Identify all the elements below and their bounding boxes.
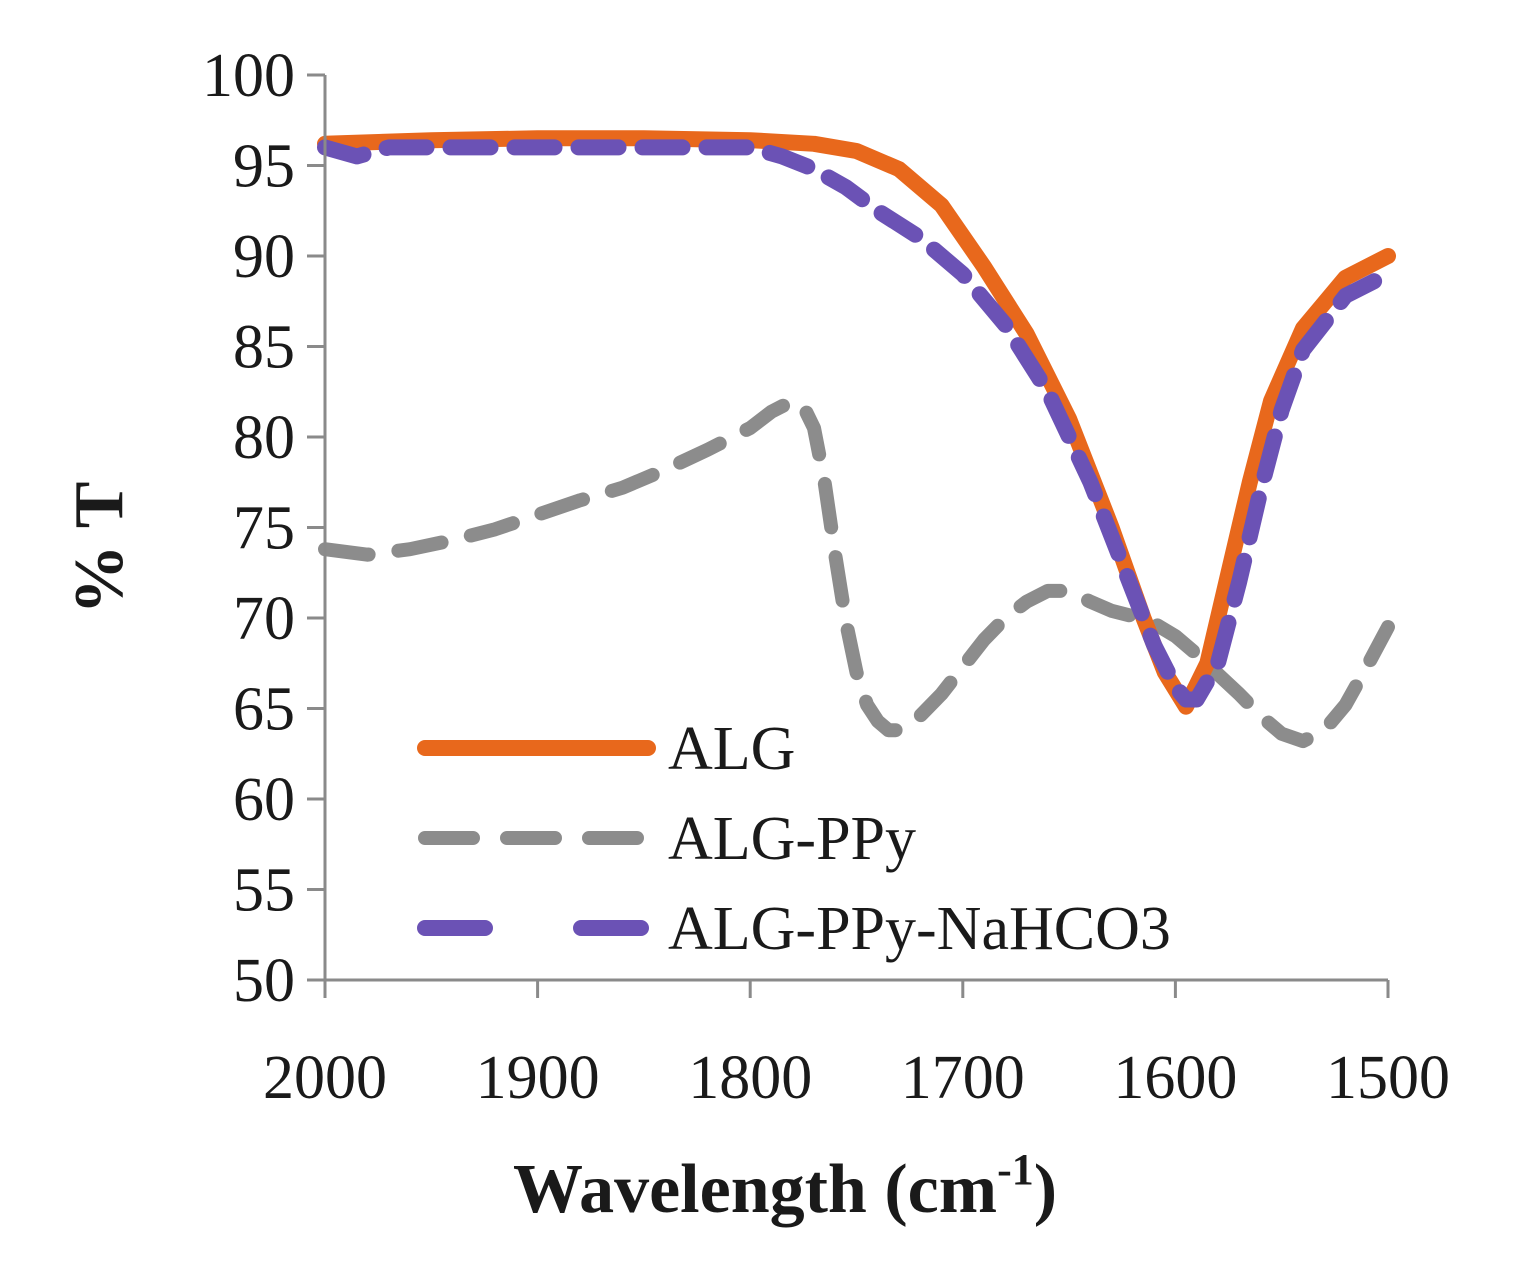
y-tick-label: 75: [233, 495, 295, 563]
y-tick-label: 80: [233, 404, 295, 472]
series-line-alg-ppy: [318, 393, 1395, 749]
y-tick-label: 70: [233, 585, 295, 653]
x-tick-label: 1500: [1326, 1044, 1450, 1112]
y-tick-label: 85: [233, 314, 295, 382]
x-axis-title-superscript: -1: [997, 1145, 1034, 1194]
y-tick-label: 90: [233, 223, 295, 291]
y-tick-label: 95: [233, 133, 295, 201]
legend: ALG ALG-PPy ALG-PPy-NaHCO3: [417, 715, 1171, 963]
y-tick-label: 100: [202, 42, 295, 110]
x-axis-title-close: ): [1034, 1151, 1057, 1228]
x-tick-label: 1600: [1113, 1044, 1237, 1112]
x-ticks: 2000 1900 1800 1700 1600 1500: [263, 980, 1450, 1112]
legend-label: ALG-PPy: [668, 805, 916, 873]
x-tick-label: 1800: [688, 1044, 812, 1112]
y-tick-label: 55: [233, 857, 295, 925]
series-layer: [317, 130, 1396, 749]
y-tick-label: 50: [233, 947, 295, 1015]
series-line-alg-ppy-nahco3: [317, 139, 1396, 708]
y-tick-label: 65: [233, 676, 295, 744]
x-axis-title: Wavelength (cm-1): [513, 1145, 1057, 1228]
y-ticks: 100 95 90 85 80 75 70 65 60 55 50: [202, 42, 325, 1015]
x-tick-label: 2000: [263, 1044, 387, 1112]
y-tick-label: 60: [233, 766, 295, 834]
legend-label: ALG: [668, 715, 795, 783]
legend-label: ALG-PPy-NaHCO3: [668, 895, 1171, 963]
x-tick-label: 1900: [476, 1044, 600, 1112]
x-axis-title-main: Wavelength (cm: [513, 1151, 997, 1228]
x-tick-label: 1700: [901, 1044, 1025, 1112]
y-axis-title: % T: [61, 482, 138, 615]
